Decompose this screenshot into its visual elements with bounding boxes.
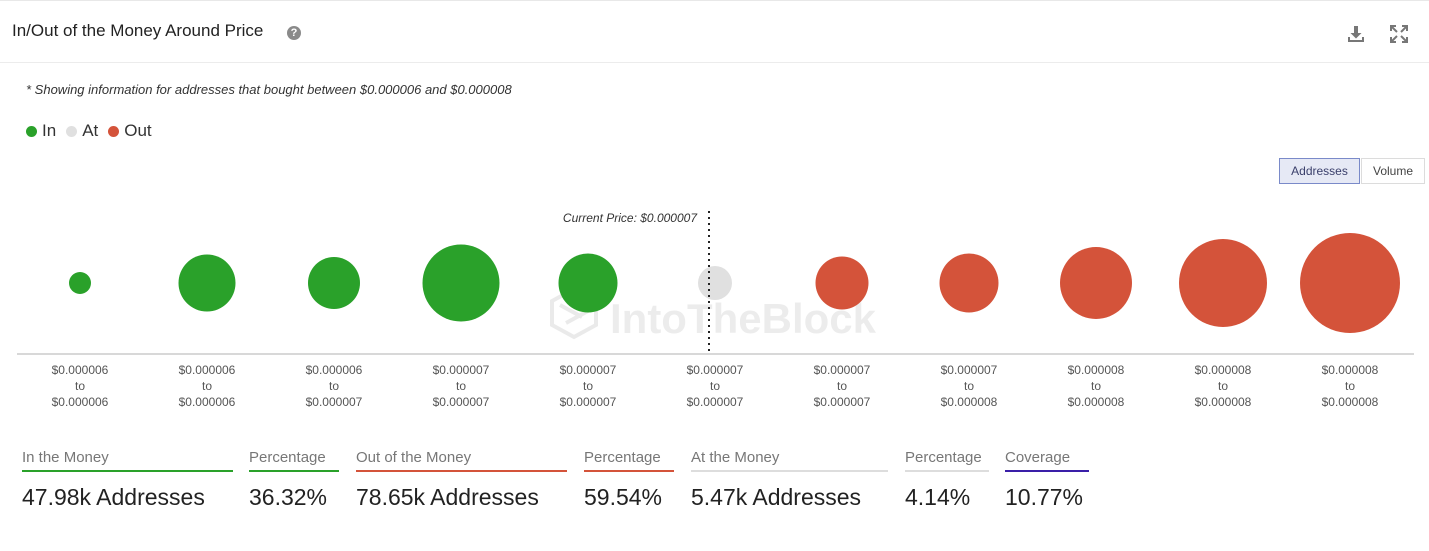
- bucket-label-from: $0.000008: [1195, 363, 1252, 377]
- legend-dot-out: [108, 125, 120, 137]
- bucket-label-to-word: to: [964, 379, 974, 393]
- stat-out-of-the-money: Out of the Money 78.65k Addresses: [356, 447, 567, 511]
- bubble-chart: IntoTheBlock $0.000006to$0.000006$0.0000…: [17, 211, 1414, 409]
- current-price-label: Current Price: $0.000007: [563, 211, 698, 225]
- stat-label: Percentage: [905, 447, 989, 472]
- legend-label-out: Out: [124, 121, 152, 140]
- bubble-out[interactable]: [815, 256, 869, 310]
- legend-label-at: At: [82, 121, 99, 140]
- bucket-label-to: $0.000006: [52, 395, 109, 409]
- stat-at-percentage: Percentage 4.14%: [905, 447, 989, 511]
- bucket-label-to-word: to: [837, 379, 847, 393]
- stat-out-percentage: Percentage 59.54%: [584, 447, 674, 511]
- legend-item-out[interactable]: Out: [108, 121, 152, 141]
- bucket-label-from: $0.000007: [433, 363, 490, 377]
- bucket-labels-group: $0.000006 to $0.000006 $0.000006 to $0.000006…: [52, 363, 1379, 409]
- question-circle-icon[interactable]: ?: [287, 26, 301, 40]
- bucket-label-to-word: to: [1345, 379, 1355, 393]
- stat-value: 47.98k Addresses: [22, 484, 205, 510]
- bucket-label-to-word: to: [583, 379, 593, 393]
- legend-label-in: In: [42, 121, 57, 140]
- bubble-in[interactable]: [178, 254, 236, 312]
- bucket-label-to-word: to: [202, 379, 212, 393]
- bucket-label-to-word: to: [1091, 379, 1101, 393]
- bucket-label-to: $0.000007: [433, 395, 490, 409]
- bucket-label-to: $0.000008: [941, 395, 998, 409]
- legend-dot-at: [66, 125, 78, 137]
- bucket-label-from: $0.000006: [52, 363, 109, 377]
- bubbles-group: [69, 233, 1400, 333]
- download-icon[interactable]: [1345, 23, 1367, 45]
- stat-value: 5.47k Addresses: [691, 484, 862, 510]
- stat-coverage: Coverage 10.77%: [1005, 447, 1089, 511]
- bucket-label-to-word: to: [1218, 379, 1228, 393]
- stats-row: In the Money 47.98k Addresses Percentage…: [0, 447, 1429, 527]
- stat-label: Out of the Money: [356, 447, 567, 472]
- stat-label: Percentage: [584, 447, 674, 472]
- bucket-label-to: $0.000007: [560, 395, 617, 409]
- bucket-label-from: $0.000006: [179, 363, 236, 377]
- bucket-label-to-word: to: [75, 379, 85, 393]
- bucket-label-from: $0.000006: [306, 363, 363, 377]
- bucket-label-to-word: to: [710, 379, 720, 393]
- bubble-in[interactable]: [558, 253, 618, 313]
- stat-value: 36.32%: [249, 484, 328, 510]
- bubble-at[interactable]: [698, 266, 732, 300]
- info-note: * Showing information for addresses that…: [26, 82, 512, 97]
- stat-value: 59.54%: [584, 484, 663, 510]
- expand-icon[interactable]: [1388, 23, 1410, 45]
- bubble-in[interactable]: [69, 272, 91, 294]
- stat-label: Percentage: [249, 447, 339, 472]
- bubble-out[interactable]: [939, 253, 999, 313]
- bucket-label-from: $0.000007: [941, 363, 998, 377]
- bucket-label-to-word: to: [456, 379, 466, 393]
- legend: In At Out: [26, 120, 162, 142]
- card-header: In/Out of the Money Around Price ?: [0, 1, 1429, 63]
- bucket-label-to: $0.000008: [1195, 395, 1252, 409]
- legend-dot-in: [26, 125, 37, 137]
- legend-item-in[interactable]: In: [26, 121, 56, 141]
- volume-toggle-button[interactable]: Volume: [1361, 158, 1425, 184]
- legend-item-at[interactable]: At: [66, 121, 98, 141]
- bubble-in[interactable]: [308, 257, 360, 309]
- bubble-out[interactable]: [1060, 247, 1132, 319]
- bucket-label-to: $0.000008: [1068, 395, 1125, 409]
- bubble-out[interactable]: [1179, 239, 1267, 327]
- bucket-label-from: $0.000008: [1068, 363, 1125, 377]
- stat-label: At the Money: [691, 447, 888, 472]
- stat-label: In the Money: [22, 447, 233, 472]
- stat-value: 4.14%: [905, 484, 971, 510]
- stat-at-the-money: At the Money 5.47k Addresses: [691, 447, 888, 511]
- addresses-toggle-button[interactable]: Addresses: [1279, 158, 1360, 184]
- bucket-label-to: $0.000006: [179, 395, 236, 409]
- stat-label: Coverage: [1005, 447, 1089, 472]
- card-title: In/Out of the Money Around Price: [12, 21, 264, 40]
- bucket-label-to: $0.000007: [306, 395, 363, 409]
- bubble-in[interactable]: [422, 244, 500, 322]
- stat-value: 78.65k Addresses: [356, 484, 539, 510]
- stat-in-the-money: In the Money 47.98k Addresses: [22, 447, 233, 511]
- bucket-label-from: $0.000007: [687, 363, 744, 377]
- bucket-label-to: $0.000007: [814, 395, 871, 409]
- bucket-label-to: $0.000007: [687, 395, 744, 409]
- bubble-out[interactable]: [1300, 233, 1400, 333]
- stat-value: 10.77%: [1005, 484, 1084, 510]
- bucket-label-from: $0.000008: [1322, 363, 1379, 377]
- stat-in-percentage: Percentage 36.32%: [249, 447, 339, 511]
- bucket-label-to: $0.000008: [1322, 395, 1379, 409]
- bucket-label-to-word: to: [329, 379, 339, 393]
- bucket-label-from: $0.000007: [814, 363, 871, 377]
- bucket-label-from: $0.000007: [560, 363, 617, 377]
